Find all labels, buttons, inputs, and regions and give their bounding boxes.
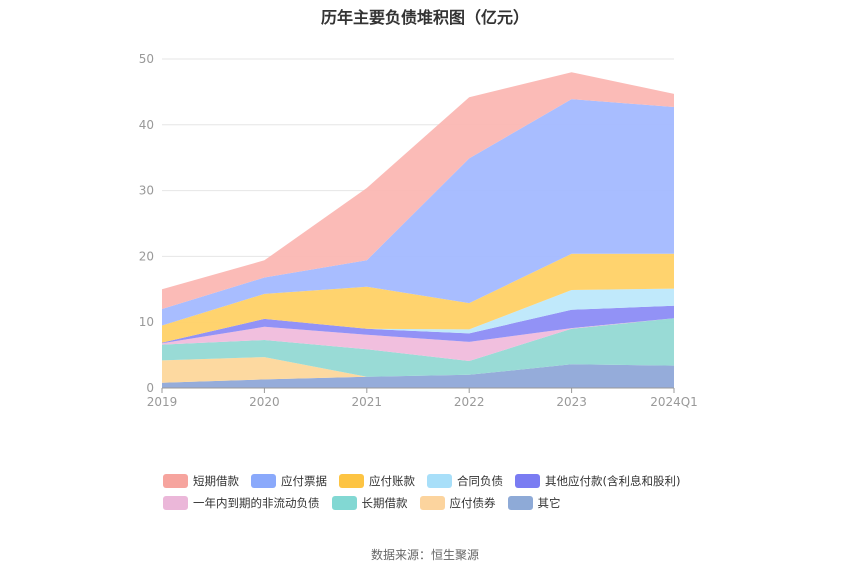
legend-label: 一年内到期的非流动负债 xyxy=(193,496,320,510)
x-tick-label: 2019 xyxy=(147,395,178,409)
legend-label: 应付债券 xyxy=(449,496,496,510)
legend-label: 合同负债 xyxy=(457,474,503,488)
x-tick-label: 2020 xyxy=(249,395,280,409)
legend-item[interactable]: 其他应付款(含利息和股利) xyxy=(515,473,680,489)
y-tick-label: 40 xyxy=(139,118,154,132)
area-series-其他应付款(含利息和股利) xyxy=(162,305,674,344)
legend-label: 其它 xyxy=(537,496,561,510)
legend-item[interactable]: 一年内到期的非流动负债 xyxy=(163,495,320,511)
legend-item[interactable]: 应付账款 xyxy=(339,473,415,489)
area-series-合同负债 xyxy=(162,288,674,343)
legend-label: 应付账款 xyxy=(369,474,415,488)
legend-swatch xyxy=(515,474,540,488)
legend-item[interactable]: 合同负债 xyxy=(427,473,503,489)
y-tick-label: 0 xyxy=(146,381,154,395)
legend-label: 应付票据 xyxy=(281,474,327,488)
area-series-一年内到期的非流动负债 xyxy=(162,318,674,361)
legend-item[interactable]: 长期借款 xyxy=(331,495,408,511)
legend-label: 长期借款 xyxy=(361,496,408,510)
legend-item[interactable]: 其它 xyxy=(507,495,561,511)
legend-label: 短期借款 xyxy=(193,474,239,488)
legend-swatch xyxy=(427,474,452,488)
legend-swatch xyxy=(331,496,357,510)
y-tick-label: 30 xyxy=(139,184,154,198)
area-series-其它 xyxy=(162,364,674,388)
x-tick-label: 2021 xyxy=(352,395,383,409)
x-tick-label: 2022 xyxy=(454,395,485,409)
legend-swatch xyxy=(339,474,364,488)
axes: 2019 2020 2021 2022 2023 2024Q1 xyxy=(147,387,698,409)
legend-swatch xyxy=(251,474,276,488)
data-source: 数据来源：恒生聚源 xyxy=(370,548,479,562)
legend-label: 其他应付款(含利息和股利) xyxy=(545,474,681,488)
area-series-应付账款 xyxy=(162,253,674,343)
legend-swatch xyxy=(419,496,445,510)
y-tick-label: 50 xyxy=(139,52,154,66)
area-series-应付票据 xyxy=(162,99,674,326)
legend-swatch xyxy=(163,496,188,510)
chart-title: 历年主要负债堆积图（亿元） xyxy=(320,8,529,27)
y-tick-label: 10 xyxy=(139,315,154,329)
legend-swatch xyxy=(507,496,533,510)
legend-item[interactable]: 应付票据 xyxy=(251,473,327,489)
area-series xyxy=(162,72,674,388)
area-series-应付债券 xyxy=(162,357,674,383)
legend-item[interactable]: 短期借款 xyxy=(163,473,239,489)
x-tick-label: 2024Q1 xyxy=(650,395,698,409)
area-series-短期借款 xyxy=(162,72,674,309)
legend: 短期借款 应付票据 应付账款 合同负债 其他应付款(含利息和股利) 一年内到期的非流动负债… xyxy=(163,473,723,517)
x-tick-label: 2023 xyxy=(556,395,587,409)
legend-item[interactable]: 应付债券 xyxy=(419,495,496,511)
area-series-长期借款 xyxy=(162,318,674,377)
y-tick-label: 20 xyxy=(139,249,154,263)
legend-swatch xyxy=(163,474,188,488)
